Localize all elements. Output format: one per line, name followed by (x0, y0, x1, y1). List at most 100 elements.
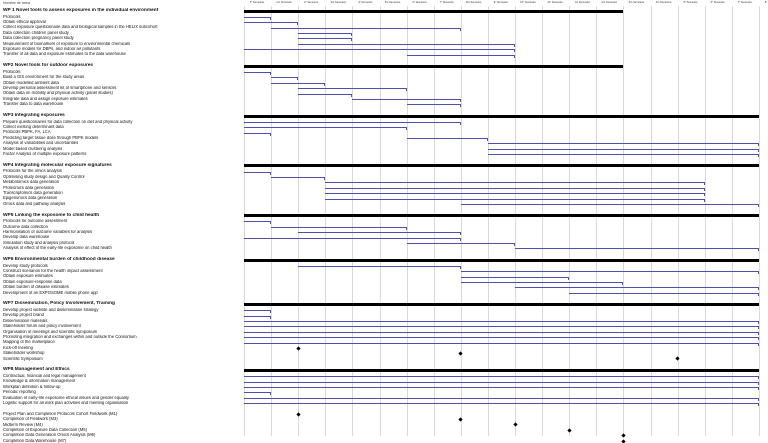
task-row (0, 157, 768, 161)
task-row: Periodic reporting (0, 390, 768, 394)
milestone-row: Scientific Symposium (0, 357, 768, 361)
row-label: Development of an EXPOSOME mobile phone … (3, 290, 98, 295)
dependency-link (405, 127, 407, 131)
row-label: Contractual, financial and legal managem… (3, 374, 86, 378)
dependency-link (757, 292, 759, 296)
row-label: Analysis of effect of the early-life exp… (3, 246, 112, 251)
task-bar (460, 271, 759, 273)
dependency-link (757, 326, 759, 330)
row-label: Epigenomics data generation (3, 196, 58, 201)
work-package-row: WP2 Novel tools for outdoor exposures (0, 63, 768, 68)
row-label: Model based clustering analysis (3, 146, 63, 151)
task-bar (460, 276, 570, 278)
row-label: Factor Analysis of multiple exposure pat… (3, 152, 87, 156)
task-bar (406, 54, 515, 56)
dependency-link (757, 397, 759, 401)
task-row: Outcome data collection (0, 225, 768, 229)
column-header: 5ro Semestre (384, 1, 401, 4)
task-row (0, 108, 768, 112)
task-row: Analysis of variabilities and uncertaint… (0, 141, 768, 145)
work-package-bar (244, 114, 759, 118)
row-label: Optimising study design and Quality Cont… (3, 174, 85, 179)
task-row (0, 252, 768, 256)
task-row: Predicting target tissue dose through PB… (0, 136, 768, 140)
task-row: Analysis of effect of the early-life exp… (0, 246, 768, 250)
task-row: Prepare questionnaires for data collecti… (0, 120, 768, 124)
row-label: Stakeholder forum and policy involvement (3, 324, 81, 329)
task-bar (298, 265, 461, 267)
milestone-row: Completion of Exposure Data Collection (… (0, 428, 768, 432)
task-row: Develop project brand (0, 313, 768, 317)
task-row: Workplan definition & follow-up (0, 385, 768, 389)
task-row: Measurement of biomarkers of exposure to… (0, 42, 768, 46)
task-bar (325, 193, 705, 195)
row-label: Metabolomics data generation (3, 180, 60, 185)
task-row: Develop personal assessment kit of smart… (0, 86, 768, 90)
work-package-bar (244, 368, 759, 372)
work-package-bar (244, 214, 759, 218)
grid-line (704, 6, 706, 436)
dependency-link (270, 315, 272, 319)
dependency-link (757, 143, 759, 147)
column-header: 3ro Semestre (330, 1, 347, 4)
dependency-link (459, 265, 461, 269)
dependency-link (459, 104, 461, 108)
task-bar (298, 38, 353, 40)
dependency-link (703, 198, 705, 202)
row-label: Predicting target tissue dose through PB… (3, 135, 99, 140)
column-header: 2ro Semestre (601, 1, 618, 4)
row-label: WP7 Dissemination, Policy Involvement, T… (3, 301, 115, 307)
row-label: Protocols for outcome assessment (3, 219, 68, 224)
task-row: Mapping of the marketplace (0, 340, 768, 344)
row-label: Stakeholder workshop (3, 351, 45, 356)
milestone-row: Kick-off meeting (0, 346, 768, 350)
grid-line (460, 6, 462, 436)
row-label: Dissemination materials (3, 318, 48, 323)
row-label: Analysis of variabilities and uncertaint… (3, 141, 79, 146)
dependency-link (459, 232, 461, 236)
task-bar (244, 387, 759, 388)
grid-line (758, 6, 760, 436)
column-header: 6º Semestre (710, 1, 725, 4)
column-header: 5º Semestre (683, 1, 698, 4)
task-bar (244, 171, 272, 173)
grid-line (406, 6, 408, 436)
task-bar (406, 138, 488, 139)
row-label: WP 1 Novel tools to assess exposures in … (3, 8, 159, 13)
task-row: Data collection children panel study (0, 31, 768, 35)
row-label: Protocols PBPK, FA, LCA (3, 130, 51, 135)
task-row: Obtain data on mobility and physical act… (0, 91, 768, 95)
dependency-link (459, 237, 461, 241)
task-bar (244, 381, 759, 383)
row-label: Workplan definition & follow-up (3, 384, 61, 389)
task-bar (244, 127, 407, 129)
row-label: WP3 Integrating exposures (3, 113, 65, 118)
grid-line (298, 6, 300, 436)
task-bar (244, 392, 272, 394)
row-label: Kick-off meeting (3, 345, 33, 350)
row-label: Obtain exposure-response data (3, 279, 62, 284)
task-row: Transcriptomics data generation (0, 191, 768, 195)
task-row: Transfer data to data warehouse (0, 102, 768, 106)
grid-line (542, 6, 544, 436)
row-label: Obtain data on mobility and physical act… (3, 91, 113, 96)
row-label: Measurement of biomarkers of exposure to… (3, 41, 131, 46)
dependency-link (757, 287, 759, 291)
row-label: Prepare questionnaires for data collecti… (3, 119, 133, 124)
task-row: Protocols for the omics analysis (0, 169, 768, 173)
task-row: Exposure models for DBPs, and indoor air… (0, 47, 768, 51)
task-bar (271, 177, 326, 178)
dependency-link (459, 121, 461, 125)
milestone-row: Completion of Fieldwork (M3) (0, 417, 768, 421)
task-bar (244, 72, 272, 73)
row-label: Transfer of all data and exposure estima… (3, 52, 126, 57)
dependency-link (622, 282, 624, 285)
row-label: Omics data and pathway analysis (3, 201, 66, 206)
row-label: Midterm Review (M4) (3, 422, 43, 427)
row-label: Evaluation of early-life exposome ethica… (3, 395, 129, 400)
task-row: Metabolomics data generation (0, 180, 768, 184)
row-label: WP5 Linking the exposome to child health (3, 212, 100, 218)
task-bar (325, 182, 705, 184)
task-row: Knowledge & information management (0, 379, 768, 383)
